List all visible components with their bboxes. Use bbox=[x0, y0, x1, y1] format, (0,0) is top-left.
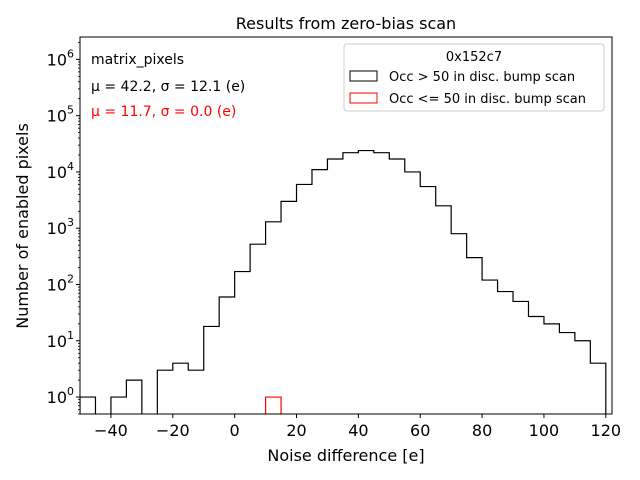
x-tick-label: 100 bbox=[529, 421, 560, 440]
plot-frame bbox=[79, 36, 613, 415]
y-tick-label: 105 bbox=[47, 104, 74, 126]
x-tick-label: 0 bbox=[230, 421, 240, 440]
legend-title: 0x152c7 bbox=[446, 50, 502, 65]
y-tick-label: 100 bbox=[47, 385, 74, 407]
legend: 0x152c7 Occ > 50 in disc. bump scan Occ … bbox=[343, 43, 605, 112]
x-tick-label: −20 bbox=[156, 421, 190, 440]
y-tick-label: 101 bbox=[47, 329, 74, 351]
y-tick-label: 103 bbox=[47, 216, 74, 238]
legend-box bbox=[343, 43, 605, 112]
stats-black-label: μ = 42.2, σ = 12.1 (e) bbox=[91, 79, 245, 95]
x-tick-label: 120 bbox=[591, 421, 622, 440]
chart-title: Results from zero-bias scan bbox=[236, 14, 456, 33]
legend-label-black: Occ > 50 in disc. bump scan bbox=[389, 70, 575, 85]
legend-label-red: Occ <= 50 in disc. bump scan bbox=[389, 92, 586, 107]
dataset-name-label: matrix_pixels bbox=[91, 52, 184, 68]
y-tick-label: 104 bbox=[47, 160, 74, 182]
y-axis-label: Number of enabled pixels bbox=[13, 123, 32, 329]
y-axis: 100 101 102 103 104 105 106 bbox=[47, 42, 80, 415]
x-tick-label: 80 bbox=[472, 421, 492, 440]
x-tick-label: 60 bbox=[410, 421, 430, 440]
x-tick-label: 40 bbox=[348, 421, 368, 440]
stats-red-label: μ = 11.7, σ = 0.0 (e) bbox=[91, 104, 236, 120]
legend-swatch-red bbox=[349, 92, 378, 104]
legend-swatch-black bbox=[349, 70, 378, 82]
x-axis: −40 −20 0 20 40 60 80 100 120 bbox=[94, 414, 621, 440]
y-tick-label: 102 bbox=[47, 273, 74, 295]
series-layer bbox=[80, 149, 607, 414]
x-axis-label: Noise difference [e] bbox=[267, 446, 424, 465]
x-tick-label: −40 bbox=[94, 421, 128, 440]
x-tick-label: 20 bbox=[286, 421, 306, 440]
series-outline-occ-above-50 bbox=[80, 149, 607, 414]
y-tick-label: 106 bbox=[47, 47, 74, 69]
